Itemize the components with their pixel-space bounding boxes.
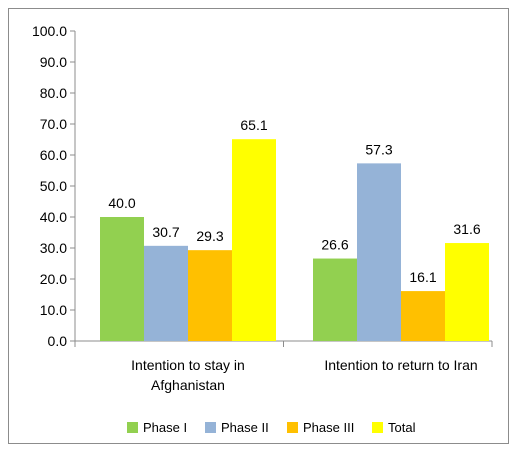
y-tick-label: 80.0 bbox=[40, 85, 67, 101]
category-label: Afghanistan bbox=[151, 377, 225, 393]
y-tick-label: 100.0 bbox=[32, 23, 67, 39]
data-label: 40.0 bbox=[108, 195, 135, 211]
y-tick-label: 30.0 bbox=[40, 240, 67, 256]
bar bbox=[313, 258, 357, 341]
data-label: 26.6 bbox=[321, 237, 348, 253]
legend-label: Phase III bbox=[303, 420, 354, 435]
legend-label: Phase I bbox=[143, 420, 187, 435]
data-label: 16.1 bbox=[409, 269, 436, 285]
data-label: 30.7 bbox=[152, 224, 179, 240]
bar bbox=[188, 250, 232, 341]
data-label: 31.6 bbox=[453, 221, 480, 237]
bar bbox=[232, 139, 276, 341]
legend-swatch bbox=[205, 422, 216, 433]
bar bbox=[445, 243, 489, 341]
y-tick-label: 40.0 bbox=[40, 209, 67, 225]
y-tick-label: 90.0 bbox=[40, 54, 67, 70]
data-label: 57.3 bbox=[365, 141, 392, 157]
y-tick-label: 20.0 bbox=[40, 271, 67, 287]
y-tick-label: 70.0 bbox=[40, 116, 67, 132]
bar bbox=[401, 291, 445, 341]
y-tick-label: 50.0 bbox=[40, 178, 67, 194]
data-label: 65.1 bbox=[240, 117, 267, 133]
bar bbox=[144, 245, 188, 341]
legend-swatch bbox=[127, 422, 138, 433]
legend-label: Total bbox=[388, 420, 416, 435]
bar bbox=[100, 217, 144, 341]
y-tick-label: 60.0 bbox=[40, 147, 67, 163]
legend-swatch bbox=[372, 422, 383, 433]
legend-swatch bbox=[287, 422, 298, 433]
legend-label: Phase II bbox=[221, 420, 269, 435]
category-label: Intention to return to Iran bbox=[324, 357, 477, 373]
data-label: 29.3 bbox=[196, 228, 223, 244]
y-tick-label: 0.0 bbox=[48, 333, 68, 349]
y-tick-label: 10.0 bbox=[40, 302, 67, 318]
bar bbox=[357, 163, 401, 341]
category-label: Intention to stay in bbox=[131, 357, 245, 373]
